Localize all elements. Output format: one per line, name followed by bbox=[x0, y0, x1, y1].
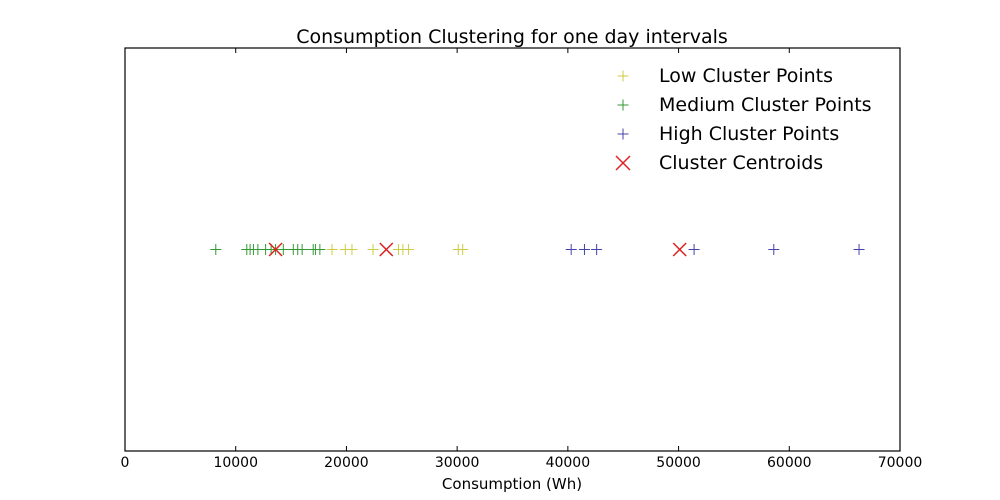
legend-item-cluster-centroids: Cluster Centroids bbox=[615, 152, 823, 174]
legend-item-high-cluster-points: High Cluster Points bbox=[617, 123, 839, 145]
legend-label-high-cluster-points: High Cluster Points bbox=[659, 123, 839, 145]
series-low-cluster-points bbox=[326, 244, 469, 255]
series-medium-cluster-points bbox=[210, 244, 326, 255]
x-tick-label-30000: 30000 bbox=[435, 455, 480, 471]
medium-cluster-points-point-1 bbox=[210, 244, 222, 255]
high-cluster-points-point-4 bbox=[688, 244, 700, 255]
centroid-marker-1 bbox=[268, 242, 283, 257]
high-cluster-points-point-5 bbox=[768, 244, 780, 255]
series-high-cluster-points bbox=[565, 244, 865, 255]
centroid-marker-3 bbox=[672, 242, 687, 257]
low-cluster-points-point-7 bbox=[402, 244, 414, 255]
series-cluster-centroids bbox=[268, 242, 687, 257]
high-cluster-points-point-1 bbox=[565, 244, 577, 255]
x-tick-label-0: 0 bbox=[121, 455, 130, 471]
x-axis-label: Consumption (Wh) bbox=[442, 475, 582, 493]
low-cluster-points-point-3 bbox=[346, 244, 358, 255]
x-axis: 0 10000 20000 30000 40000 50000 60000 70000 bbox=[121, 48, 923, 471]
medium-cluster-points-point-15 bbox=[314, 244, 326, 255]
medium-cluster-points-point-12 bbox=[296, 244, 308, 255]
legend-item-low-cluster-points: Low Cluster Points bbox=[617, 65, 833, 87]
x-tick-label-40000: 40000 bbox=[546, 455, 591, 471]
low-cluster-points-point-1 bbox=[326, 244, 338, 255]
legend-label-low-cluster-points: Low Cluster Points bbox=[659, 65, 833, 87]
medium-cluster-points-point-9 bbox=[277, 244, 289, 255]
low-cluster-points-point-4 bbox=[367, 244, 379, 255]
high-cluster-points-point-2 bbox=[578, 244, 590, 255]
centroid-marker-2 bbox=[379, 242, 394, 257]
high-cluster-points-point-6 bbox=[853, 244, 865, 255]
x-tick-label-60000: 60000 bbox=[767, 455, 812, 471]
legend-marker-high-cluster-points bbox=[617, 128, 629, 140]
legend-label-medium-cluster-points: Medium Cluster Points bbox=[659, 94, 872, 116]
legend-item-medium-cluster-points: Medium Cluster Points bbox=[617, 94, 872, 116]
legend-marker-low-cluster-points bbox=[617, 70, 629, 82]
low-cluster-points-point-9 bbox=[457, 244, 469, 255]
legend-label-cluster-centroids: Cluster Centroids bbox=[659, 152, 823, 174]
x-tick-label-20000: 20000 bbox=[324, 455, 369, 471]
x-tick-label-10000: 10000 bbox=[213, 455, 258, 471]
high-cluster-points-point-3 bbox=[591, 244, 603, 255]
legend-marker-cluster-centroids bbox=[615, 155, 631, 171]
data-points bbox=[210, 242, 865, 257]
chart-title: Consumption Clustering for one day inter… bbox=[296, 26, 728, 48]
x-tick-label-50000: 50000 bbox=[656, 455, 701, 471]
legend-marker-medium-cluster-points bbox=[617, 99, 629, 111]
x-tick-label-70000: 70000 bbox=[878, 455, 923, 471]
legend: Low Cluster Points Medium Cluster Points H… bbox=[615, 65, 872, 174]
